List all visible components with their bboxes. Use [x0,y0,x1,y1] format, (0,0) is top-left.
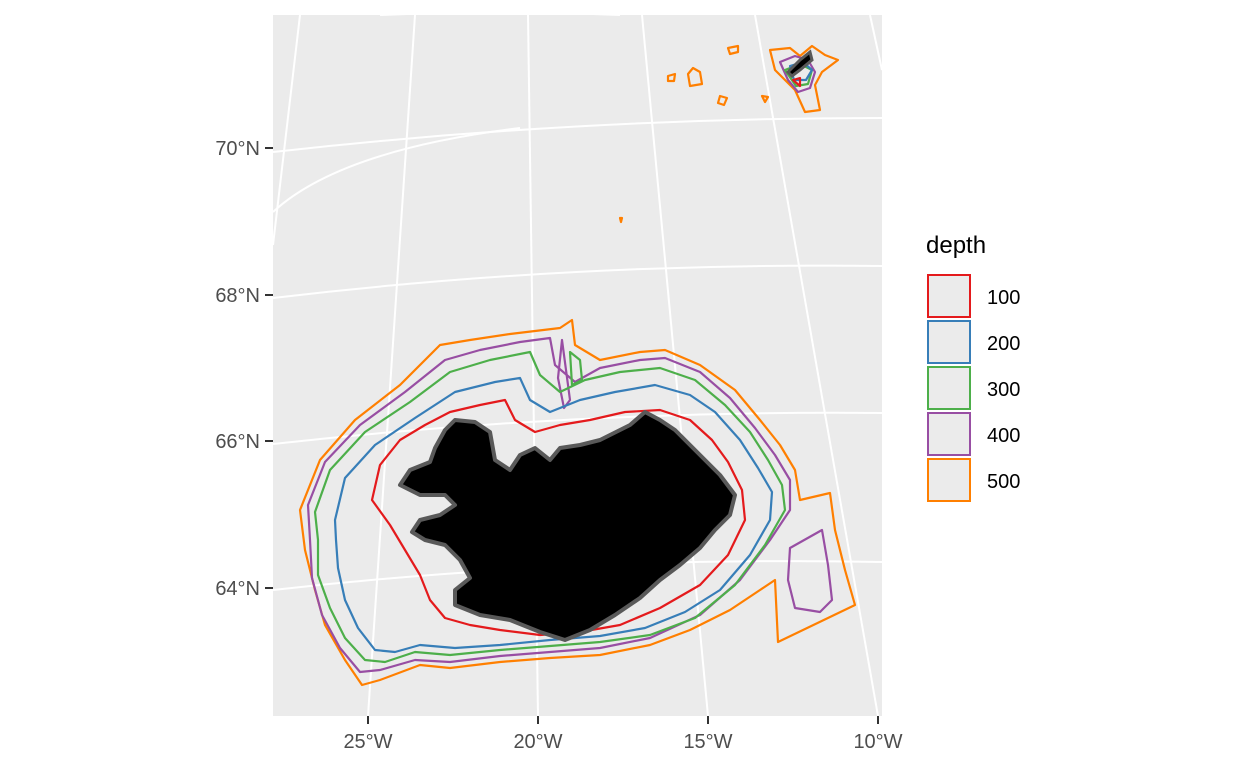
x-tick-label: 10°W [853,731,902,753]
legend-key-400 [927,412,971,456]
legend-label: 200 [987,333,1020,355]
x-tick-label: 15°W [683,731,732,753]
legend-label: 500 [987,471,1020,493]
y-tick-label: 66°N [215,431,260,453]
legend: depth 100 200 300 400 500 [926,232,1020,502]
jan-mayen-landmass [785,49,814,78]
legend-key-100 [927,274,971,318]
y-axis [265,147,273,589]
y-tick-label: 68°N [215,285,260,307]
x-tick-label: 25°W [343,731,392,753]
x-tick-label: 20°W [513,731,562,753]
legend-title: depth [926,232,986,259]
iceland-landmass [398,410,737,642]
y-tick-label: 64°N [215,578,260,600]
graticule-meridians [273,15,882,716]
contour-depth-400 [306,54,834,674]
legend-key-500 [927,458,971,502]
contour-depth-100 [370,76,802,637]
y-tick-label: 70°N [215,138,260,160]
x-axis [367,716,879,724]
legend-key-300 [927,366,971,410]
legend-label: 400 [987,425,1020,447]
legend-key-200 [927,320,971,364]
legend-label: 300 [987,379,1020,401]
contour-depth-500 [298,44,857,687]
legend-label: 100 [987,287,1020,309]
